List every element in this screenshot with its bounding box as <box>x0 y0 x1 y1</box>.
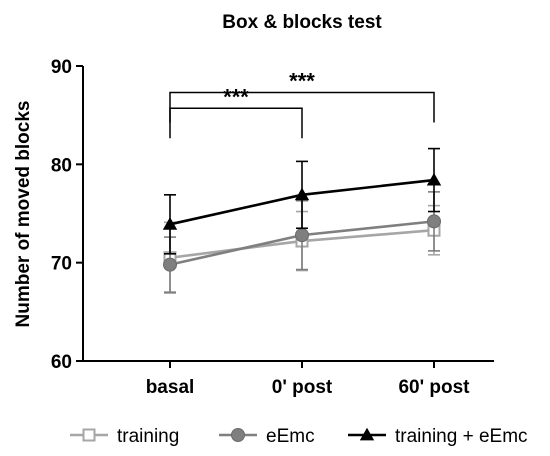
triangle-marker <box>294 187 310 201</box>
significance-label: *** <box>223 84 249 109</box>
legend-label: training <box>117 426 179 447</box>
y-axis-label: Number of moved blocks <box>13 101 34 328</box>
legend-label: training + eEmc <box>395 426 528 447</box>
y-tick-label: 80 <box>51 155 72 176</box>
legend-item: eEmc <box>219 426 315 447</box>
plot-area <box>162 147 442 294</box>
series-1 <box>163 191 441 293</box>
triangle-marker <box>426 172 442 186</box>
circle-marker <box>163 257 177 272</box>
significance-bracket <box>169 91 435 123</box>
y-tick-label: 90 <box>51 57 72 78</box>
y-tick-label: 60 <box>51 352 72 373</box>
legend-item: training + eEmc <box>348 426 528 447</box>
triangle-marker <box>162 217 178 230</box>
x-tick-label: 0' post <box>272 377 333 398</box>
y-tick-label: 70 <box>51 254 72 275</box>
significance-label: *** <box>289 69 315 94</box>
significance-bracket <box>169 107 303 139</box>
legend: training eEmc training + eEmc <box>70 426 528 447</box>
circle-marker <box>295 228 309 243</box>
x-tick-label: basal <box>146 377 195 398</box>
x-tick-label: 60' post <box>398 377 470 398</box>
triangle-marker <box>359 427 375 441</box>
chart-title: Box & blocks test <box>222 12 382 33</box>
series-2 <box>162 147 442 255</box>
axes <box>82 66 494 362</box>
significance-annotations: *** *** <box>169 69 435 139</box>
legend-label: eEmc <box>266 426 315 447</box>
circle-marker <box>231 428 245 442</box>
circle-marker <box>427 214 441 229</box>
square-marker <box>82 428 96 442</box>
legend-item: training <box>70 426 179 447</box>
x-ticks: basal 0' post 60' post <box>146 361 470 398</box>
y-ticks: 60 70 80 90 <box>51 57 83 373</box>
